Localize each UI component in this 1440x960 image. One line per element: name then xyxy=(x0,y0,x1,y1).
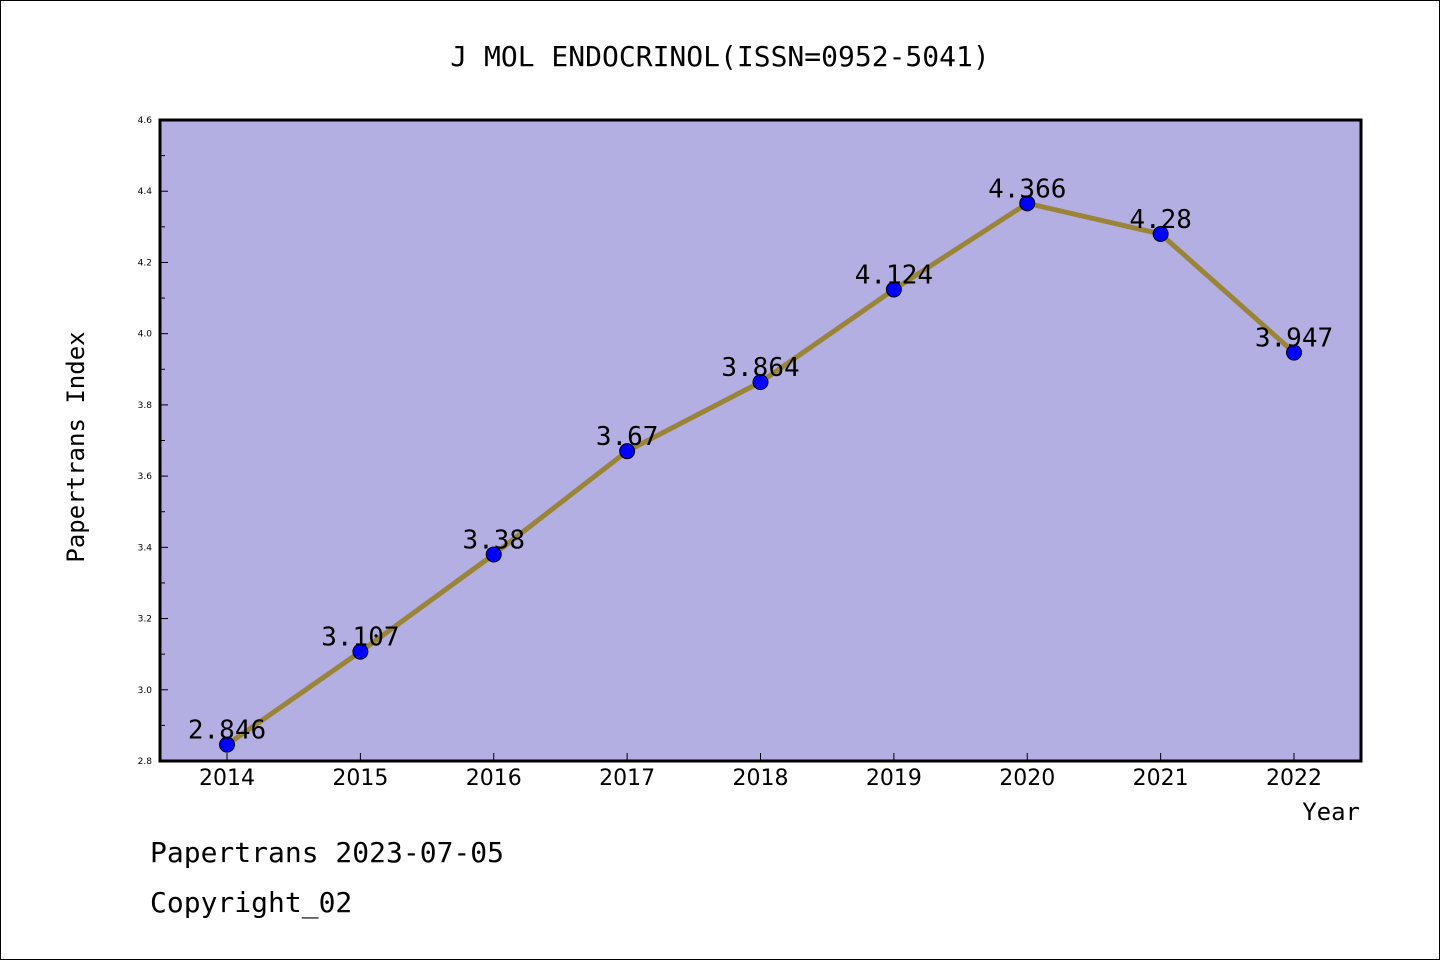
data-point xyxy=(1152,225,1169,242)
y-tick-label: 3.4 xyxy=(138,543,153,553)
x-tick-label: 2020 xyxy=(999,766,1055,791)
y-tick-label: 4.4 xyxy=(138,187,153,197)
footer-date: Papertrans 2023-07-05 xyxy=(150,836,505,869)
chart-title: J MOL ENDOCRINOL(ISSN=0952-5041) xyxy=(450,40,989,73)
y-tick-label: 2.8 xyxy=(138,757,153,767)
data-point xyxy=(352,643,369,660)
data-label: 3.67 xyxy=(596,422,659,452)
x-axis: 2014 2015 2016 2017 2018 2019 2020 2021 2022 xyxy=(199,753,1322,791)
y-tick-label: 3.2 xyxy=(138,615,152,625)
y-tick-label: 4.0 xyxy=(138,330,153,340)
x-tick-label: 2019 xyxy=(866,766,922,791)
data-label: 3.107 xyxy=(321,623,399,653)
data-point xyxy=(219,736,235,753)
data-point xyxy=(752,374,769,391)
x-tick-label: 2021 xyxy=(1133,766,1189,791)
x-tick-label: 2018 xyxy=(733,766,789,791)
y-tick-label: 3.8 xyxy=(138,401,153,411)
data-point xyxy=(1286,344,1302,361)
data-label: 4.124 xyxy=(855,261,933,291)
data-label: 4.28 xyxy=(1129,205,1192,235)
x-tick-label: 2017 xyxy=(599,766,655,791)
x-tick-label: 2016 xyxy=(466,766,522,791)
y-axis-label: Papertrans Index xyxy=(62,331,90,562)
x-tick-label: 2014 xyxy=(199,766,255,791)
x-tick-label: 2015 xyxy=(332,766,388,791)
data-labels: 2.846 3.107 3.38 3.67 3.864 4.124 4.366 4.28 3.9… xyxy=(188,174,1333,745)
data-label: 3.947 xyxy=(1255,324,1333,354)
data-label: 4.366 xyxy=(988,174,1066,204)
data-point xyxy=(619,443,636,460)
x-axis-label: Year xyxy=(1302,798,1360,826)
data-point xyxy=(485,546,502,563)
data-markers xyxy=(219,195,1302,753)
footer-copyright: Copyright_02 xyxy=(150,886,353,919)
data-point xyxy=(885,281,902,298)
data-label: 3.38 xyxy=(462,525,525,555)
y-axis: 2.8 3.0 3.2 3.4 3.6 3.8 4.0 4.2 4.4 4.6 xyxy=(138,116,168,767)
y-tick-label: 4.2 xyxy=(138,258,152,268)
y-tick-label: 4.6 xyxy=(138,116,153,126)
y-tick-label: 3.0 xyxy=(138,686,153,696)
data-point xyxy=(1019,195,1036,212)
data-label: 3.864 xyxy=(721,353,799,383)
data-label: 2.846 xyxy=(188,716,266,746)
x-tick-label: 2022 xyxy=(1266,766,1322,791)
y-tick-label: 3.6 xyxy=(138,472,153,482)
